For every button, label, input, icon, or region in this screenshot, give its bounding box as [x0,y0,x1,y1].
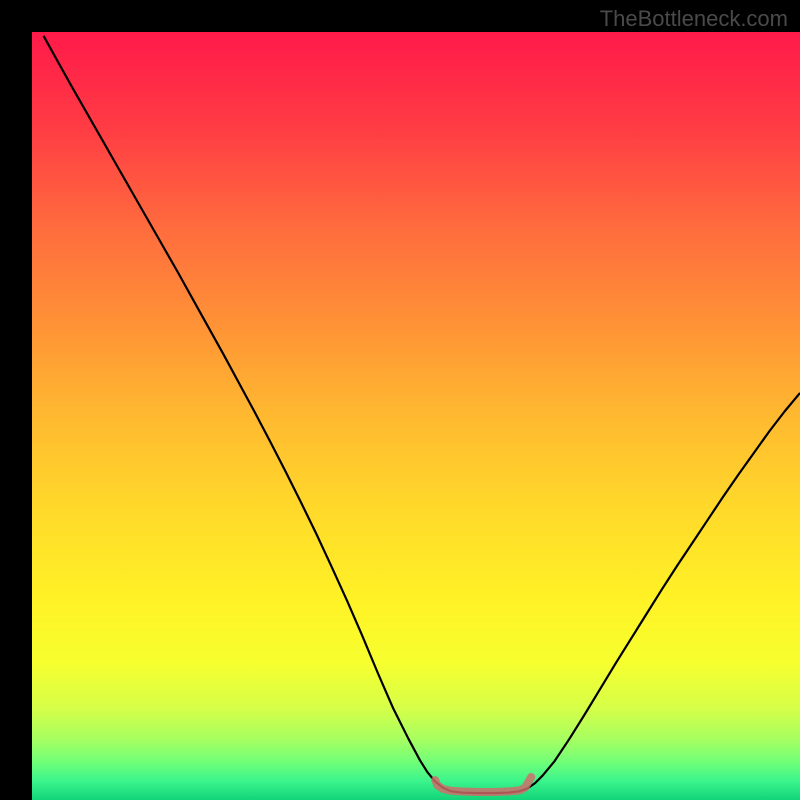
watermark-text: TheBottleneck.com [600,6,788,32]
chart-background [32,32,800,800]
chart-svg [0,0,800,800]
bottleneck-chart: TheBottleneck.com [0,0,800,800]
